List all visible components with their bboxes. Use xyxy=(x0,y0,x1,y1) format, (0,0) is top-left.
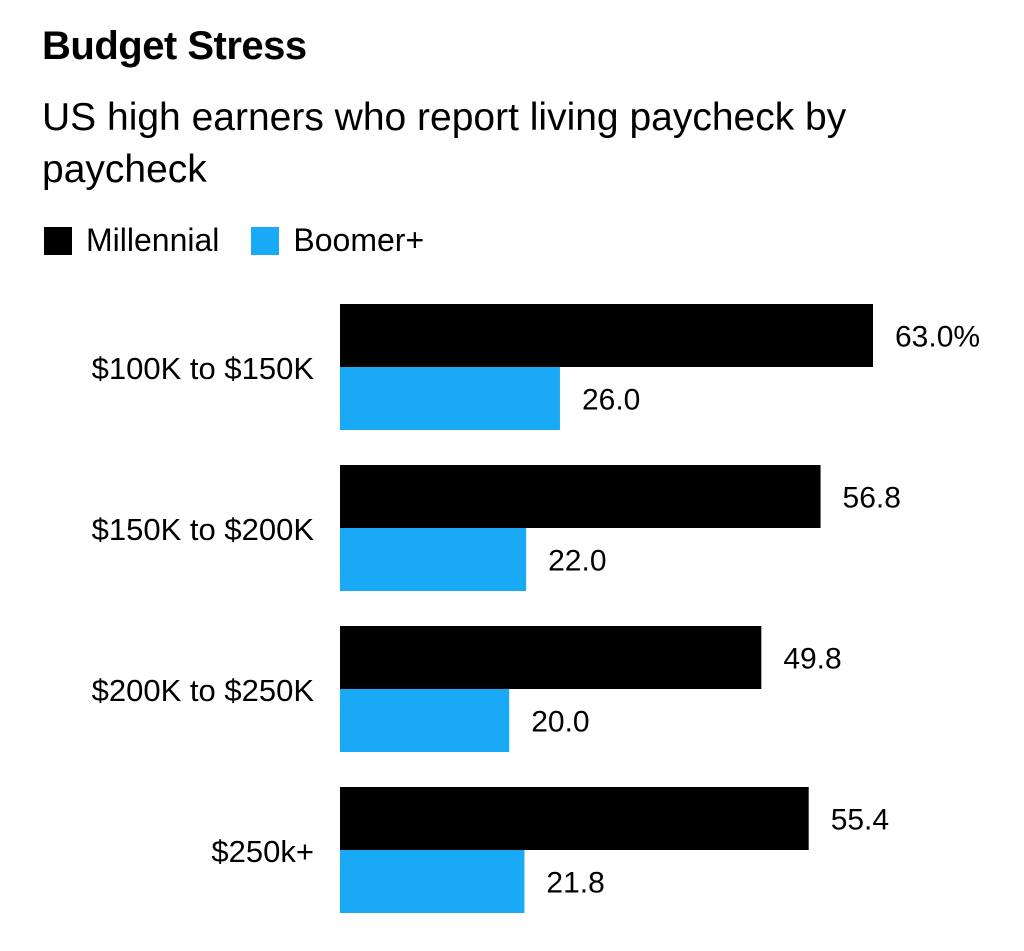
data-label-boomer: 22.0 xyxy=(548,545,606,578)
chart-title: Budget Stress xyxy=(42,24,307,68)
data-label-boomer: 20.0 xyxy=(531,706,589,739)
bar-boomer xyxy=(340,367,560,430)
bar-millennial xyxy=(340,626,762,689)
data-label-boomer: 26.0 xyxy=(582,384,640,417)
data-label-millennial: 55.4 xyxy=(831,804,889,837)
legend-label-boomer: Boomer+ xyxy=(293,222,425,258)
legend-label-millennial: Millennial xyxy=(86,222,220,258)
legend-item-millennial: Millennial xyxy=(44,222,219,259)
bar-millennial xyxy=(340,465,821,528)
bar-millennial xyxy=(340,787,809,850)
data-label-millennial: 56.8 xyxy=(843,482,901,515)
bar-boomer xyxy=(340,689,510,752)
bar-millennial xyxy=(340,304,873,367)
bar-boomer xyxy=(340,850,525,913)
bar-boomer xyxy=(340,528,527,591)
data-label-millennial: 63.0% xyxy=(895,321,980,354)
category-label: $150K to $200K xyxy=(92,512,315,547)
category-label: $250k+ xyxy=(211,834,314,869)
legend-swatch-boomer xyxy=(251,226,280,255)
legend-item-boomer: Boomer+ xyxy=(251,222,424,259)
data-label-boomer: 21.8 xyxy=(546,867,604,900)
data-label-millennial: 49.8 xyxy=(783,643,841,676)
legend-swatch-millennial xyxy=(44,226,72,255)
chart-subtitle: US high earners who report living payche… xyxy=(42,96,847,191)
category-label: $200K to $250K xyxy=(92,673,315,708)
category-label: $100K to $150K xyxy=(92,351,315,386)
legend: Millennial Boomer+ xyxy=(44,222,456,259)
